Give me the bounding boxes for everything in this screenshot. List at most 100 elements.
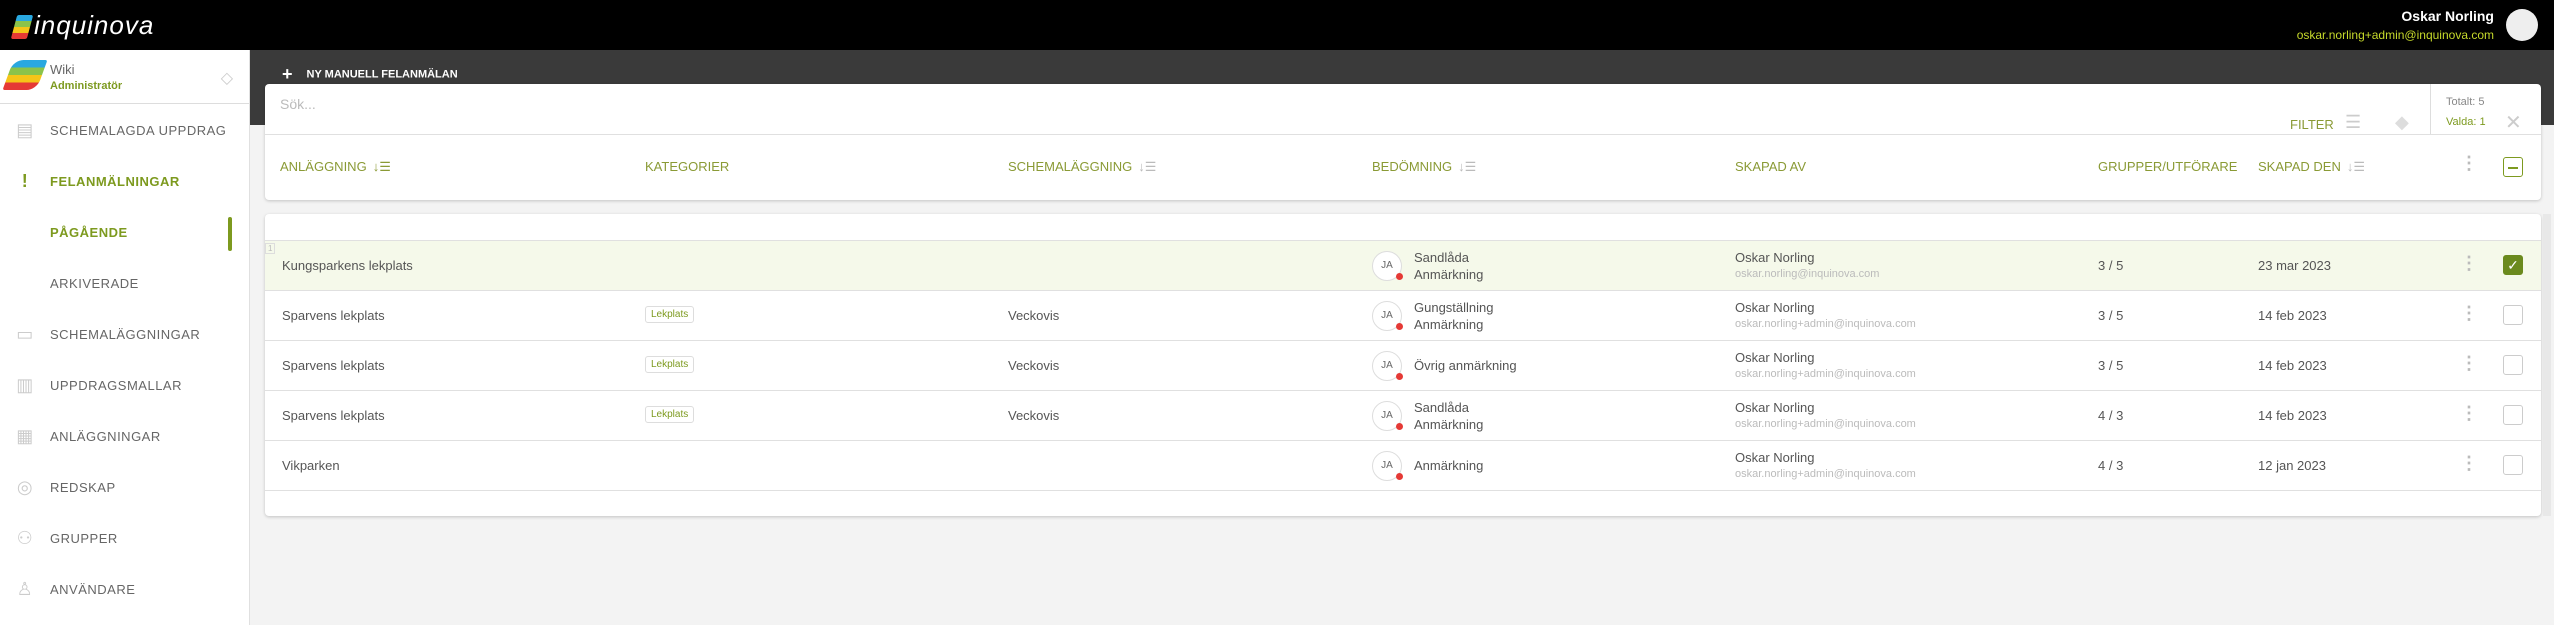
sidebar-item-arkiverade[interactable]: ARKIVERADE (0, 263, 250, 303)
user-info[interactable]: Oskar Norling oskar.norling+admin@inquin… (2297, 8, 2494, 42)
category-tag: Lekplats (645, 356, 695, 373)
row-checkbox[interactable] (2503, 305, 2523, 325)
sidebar-item-grupper[interactable]: ⚇ GRUPPER (0, 518, 250, 558)
sidebar-header: Wiki Administratör ◇ (0, 50, 249, 104)
sidebar-item-pågående[interactable]: PÅGÅENDE (0, 212, 250, 252)
groups: 3 / 5 (2098, 258, 2124, 273)
col-grupper[interactable]: GRUPPER/UTFÖRARE (2098, 159, 2238, 174)
sidebar-item-label: REDSKAP (50, 479, 116, 495)
facility: Kungsparkens lekplats (282, 258, 413, 273)
building-icon: ▦ (16, 425, 34, 446)
assignee-avatar: JA (1372, 251, 1403, 281)
col-bedomning[interactable]: BEDÖMNING ↓☰ (1372, 159, 1477, 174)
table-row[interactable]: Sparvens lekplats Lekplats Veckovis JA Sandl… (265, 390, 2541, 440)
row-checkbox[interactable] (2503, 405, 2523, 425)
groups: 3 / 5 (2098, 308, 2124, 323)
col-anlaggning[interactable]: ANLÄGGNING ↓☰ (280, 159, 391, 174)
table-header: ANLÄGGNING ↓☰ KATEGORIER SCHEMALÄGGNING ↓☰… (265, 134, 2541, 200)
filter-button[interactable]: FILTER (2290, 117, 2334, 132)
search-card: FILTER ☰ ◆ Totalt: 5 Valda: 1 ✕ ANLÄGGNI… (265, 84, 2541, 200)
sidebar-item-användare[interactable]: ♙ ANVÄNDARE (0, 569, 250, 609)
counts: Totalt: 5 Valda: 1 (2430, 84, 2501, 134)
sort-icon: ↓☰ (1458, 159, 1477, 174)
groups: 4 / 3 (2098, 408, 2124, 423)
close-icon[interactable]: ✕ (2505, 112, 2522, 134)
sidebar-item-redskap[interactable]: ◎ REDSKAP (0, 467, 250, 507)
sidebar-item-uppdragsmallar[interactable]: ▥ UPPDRAGSMALLAR (0, 365, 250, 405)
created-date: 14 feb 2023 (2258, 358, 2327, 373)
scrollbar[interactable] (2543, 214, 2551, 516)
status-dot (1396, 373, 1403, 380)
reports-table: 1 Kungsparkens lekplats JA Sandlåda Anmärkni… (265, 214, 2541, 516)
created-date: 23 mar 2023 (2258, 258, 2331, 273)
selected-count: 1 (2479, 116, 2486, 128)
sidebar-item-label: PÅGÅENDE (50, 224, 128, 240)
table-footer (265, 490, 2541, 515)
sidebar-item-anläggningar[interactable]: ▦ ANLÄGGNINGAR (0, 416, 250, 456)
assignee-avatar: JA (1372, 351, 1403, 381)
schedule: Veckovis (1008, 358, 1060, 373)
sidebar-item-label: ANLÄGGNINGAR (50, 428, 161, 444)
workspace-role: Administratör (50, 80, 123, 92)
status-dot (1396, 273, 1403, 280)
sidebar-item-label: FELANMÄLNINGAR (50, 173, 180, 189)
row-checkbox[interactable]: ✓ (2503, 255, 2523, 275)
creator: Oskar Norling oskar.norling+admin@inquino… (1735, 450, 1916, 480)
sidebar-item-label: SCHEMALAGDA UPPDRAG (50, 122, 227, 138)
status-dot (1396, 473, 1403, 480)
table-row[interactable]: Vikparken JA Anmärkning Oskar Norling oskar.… (265, 440, 2541, 490)
assignee-avatar: JA (1372, 301, 1403, 331)
new-manual-report-button[interactable]: + NY MANUELL FELANMÄLAN (282, 64, 458, 84)
row-menu-icon[interactable]: ⋮ (2460, 403, 2478, 423)
schedule: Veckovis (1008, 308, 1060, 323)
select-all-checkbox[interactable] (2503, 157, 2523, 177)
col-schemalaggning[interactable]: SCHEMALÄGGNING ↓☰ (1008, 159, 1157, 174)
alert-clipboard-icon: ! (21, 170, 29, 191)
row-menu-icon[interactable]: ⋮ (2460, 303, 2478, 323)
sidebar-item-felanmälningar[interactable]: ! FELANMÄLNINGAR (0, 161, 250, 201)
logo[interactable]: inquinova (10, 10, 154, 41)
category-tag: Lekplats (645, 306, 695, 323)
table-row[interactable]: 1 Kungsparkens lekplats JA Sandlåda Anmärkni… (265, 240, 2541, 290)
filter-icon[interactable]: ☰ (2345, 112, 2362, 132)
row-checkbox[interactable] (2503, 355, 2523, 375)
groups: 3 / 5 (2098, 358, 2124, 373)
row-menu-icon[interactable]: ⋮ (2460, 453, 2478, 473)
layers-icon[interactable]: ◇ (220, 70, 233, 87)
avatar[interactable] (2506, 9, 2538, 41)
clipboard-icon: ▤ (16, 119, 34, 140)
col-skapad-den[interactable]: SKAPAD DEN ↓☰ (2258, 159, 2365, 174)
group-icon: ⚇ (16, 527, 34, 548)
sidebar-item-schemaläggningar[interactable]: ▭ SCHEMALÄGGNINGAR (0, 314, 250, 354)
sort-icon: ↓☰ (1138, 159, 1157, 174)
creator: Oskar Norling oskar.norling+admin@inquino… (1735, 400, 1916, 430)
facility: Sparvens lekplats (282, 408, 385, 423)
status-dot (1396, 423, 1403, 430)
sidebar-item-label: ARKIVERADE (50, 275, 139, 291)
assignee-avatar: JA (1372, 401, 1403, 431)
active-indicator (228, 217, 232, 251)
sidebar-item-schemalagda uppdrag[interactable]: ▤ SCHEMALAGDA UPPDRAG (0, 110, 250, 150)
calendar-icon: ▭ (16, 323, 34, 344)
user-name: Oskar Norling (2401, 8, 2494, 24)
facility: Sparvens lekplats (282, 308, 385, 323)
wiki-logo-icon (2, 60, 48, 90)
created-date: 12 jan 2023 (2258, 458, 2326, 473)
sidebar-item-label: UPPDRAGSMALLAR (50, 377, 182, 393)
table-row[interactable]: Sparvens lekplats Lekplats Veckovis JA Övrig… (265, 340, 2541, 390)
top-bar: inquinova Oskar Norling oskar.norling+ad… (0, 0, 2554, 50)
creator: Oskar Norling oskar.norling+admin@inquino… (1735, 350, 1916, 380)
created-date: 14 feb 2023 (2258, 408, 2327, 423)
table-row[interactable]: Sparvens lekplats Lekplats Veckovis JA Gungs… (265, 290, 2541, 340)
row-menu-icon[interactable]: ⋮ (2460, 253, 2478, 273)
eraser-icon[interactable]: ◆ (2395, 112, 2409, 132)
sort-icon: ↓☰ (372, 159, 391, 174)
sidebar: Wiki Administratör ◇ ▤ SCHEMALAGDA UPPDRA… (0, 50, 250, 625)
groups: 4 / 3 (2098, 458, 2124, 473)
search-input[interactable] (280, 96, 1780, 112)
col-kategorier[interactable]: KATEGORIER (645, 159, 730, 174)
row-menu-icon[interactable]: ⋮ (2460, 353, 2478, 373)
row-checkbox[interactable] (2503, 455, 2523, 475)
col-skapad-av[interactable]: SKAPAD AV (1735, 159, 1807, 174)
column-menu-icon[interactable]: ⋮ (2460, 153, 2478, 173)
